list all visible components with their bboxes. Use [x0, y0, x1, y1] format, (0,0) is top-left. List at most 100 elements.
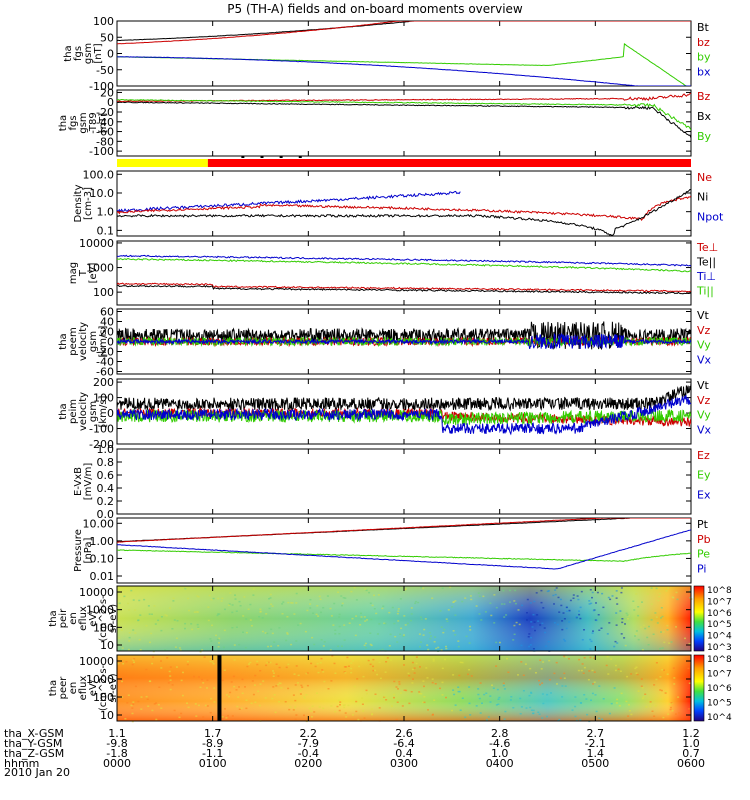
series-line — [117, 284, 691, 295]
panel-frame — [116, 170, 692, 237]
x-tick-label: 2.6 — [395, 727, 413, 740]
spectrogram-shade — [117, 586, 691, 651]
y-tick-label: 0.0 — [97, 508, 115, 521]
y-axis-label: peem — [68, 327, 79, 355]
y-axis-label: -T89 — [88, 112, 99, 134]
y-tick-label: 0.2 — [97, 495, 115, 508]
legend-entry: Vx — [697, 353, 712, 366]
y-tick-label: 0.8 — [97, 456, 115, 469]
y-tick-label: 10000 — [79, 586, 114, 599]
panel-temp: 10000 1000 100 mag T [eV] Te⊥ Te||Ti⊥ Ti|| — [68, 237, 718, 306]
y-axis-label: fgs — [73, 46, 84, 61]
x-tick-label: 1.0 — [491, 747, 509, 760]
series-line — [117, 21, 691, 45]
series-line — [117, 549, 691, 563]
colorbar-label: 10^3 — [707, 643, 732, 653]
panel-fgs-t89: 200-20-40-60-80-100 tha fgs gsm -T89 [nT] Bz Bx… — [58, 86, 712, 158]
panel-peir-spec: 10^810^7 10^610^5 10^410^3 10000 1000 100 10 th… — [48, 585, 732, 653]
y-axis-label: [mV/m] — [83, 463, 94, 501]
y-axis-label: [eV] — [88, 263, 99, 284]
y-axis-label: tha — [63, 45, 74, 61]
y-tick-label: 100 — [93, 691, 114, 704]
legend-entry: Ey — [697, 469, 711, 482]
colorbar-label: 10^6 — [707, 609, 732, 619]
colorbar — [693, 585, 705, 652]
state-marker — [279, 156, 283, 158]
y-tick-label: -100 — [89, 145, 114, 158]
x-axis-row-label: tha_Z-GSM — [4, 747, 64, 760]
series-line — [117, 254, 691, 267]
legend-entry: Te|| — [696, 256, 716, 269]
legend-entry: Bx — [697, 110, 712, 123]
legend-entry: bz — [697, 36, 710, 49]
y-tick-label: -60 — [96, 366, 114, 379]
y-tick-label: 0.1 — [97, 224, 115, 237]
y-tick-label: 1000 — [86, 604, 114, 617]
y-axis-label: peir — [58, 608, 69, 628]
legend-entry: Pi — [697, 562, 706, 575]
y-axis-label: [nT] — [93, 43, 104, 63]
series-line — [117, 101, 691, 139]
y-axis-label: eV/ — [88, 610, 99, 627]
x-tick-label: 0600 — [677, 757, 705, 770]
y-tick-label: 0.6 — [97, 469, 115, 482]
state-bar-segment — [207, 159, 691, 167]
y-axis-label: en — [68, 612, 79, 625]
y-tick-label: -100 — [89, 423, 114, 436]
series-line — [117, 394, 691, 436]
colorbar-label: 10^5 — [707, 699, 732, 709]
y-axis-label: tha — [48, 610, 59, 626]
x-tick-label: -2.1 — [585, 737, 606, 750]
panel-frame — [116, 240, 692, 306]
y-axis-label: mag — [68, 262, 79, 284]
x-tick-label: 1.0 — [682, 737, 700, 750]
series-line — [117, 332, 691, 350]
y-tick-label: 10000 — [79, 655, 114, 668]
legend-entry: Ez — [697, 449, 710, 462]
y-tick-label: 10.0 — [90, 187, 115, 200]
y-tick-label: 100 — [93, 392, 114, 405]
y-axis-label: gsm — [88, 401, 99, 422]
y-axis-label: peim — [68, 399, 79, 424]
legend-entry: Vy — [697, 409, 711, 422]
colorbar-label: 10^4 — [707, 713, 732, 723]
y-tick-label: -40 — [96, 116, 114, 129]
legend-entry: Vt — [697, 379, 710, 392]
y-tick-label: -60 — [96, 126, 114, 139]
series-line — [117, 98, 691, 131]
y-axis-label: velocity — [78, 392, 89, 431]
legend-entry: Ti⊥ — [696, 270, 716, 283]
y-axis-label: tha — [58, 403, 69, 419]
y-axis-label: sr-eV) — [108, 673, 119, 702]
x-tick-label: 0500 — [581, 757, 609, 770]
legend-entry: Bt — [697, 21, 710, 34]
state-bar — [117, 156, 691, 167]
y-axis-label: (cm^2-s- — [98, 664, 109, 711]
legend-entry: Npot — [697, 210, 724, 223]
series-line — [117, 518, 691, 543]
x-tick-label: 1.1 — [108, 727, 126, 740]
y-tick-label: 200 — [93, 376, 114, 389]
series-line — [117, 406, 691, 427]
x-tick-label: 0000 — [103, 757, 131, 770]
series-line — [117, 190, 461, 213]
y-axis-label: Density — [73, 184, 84, 222]
state-bar-segment — [117, 159, 208, 167]
legend-entry: By — [697, 130, 712, 143]
state-marker — [260, 156, 264, 158]
series-line — [117, 56, 691, 86]
colorbar-label: 10^7 — [707, 597, 732, 607]
x-tick-label: 1.2 — [682, 727, 700, 740]
x-tick-label: -4.6 — [489, 737, 510, 750]
y-tick-label: -80 — [96, 135, 114, 148]
legend-entry: Pt — [697, 518, 709, 531]
y-axis-label: sr-eV) — [108, 604, 119, 633]
y-tick-label: 0 — [107, 407, 114, 420]
y-axis-label: fgs — [68, 115, 79, 130]
legend-entry: Ni — [697, 191, 708, 204]
data-gap — [217, 655, 222, 721]
series-line — [117, 258, 691, 273]
